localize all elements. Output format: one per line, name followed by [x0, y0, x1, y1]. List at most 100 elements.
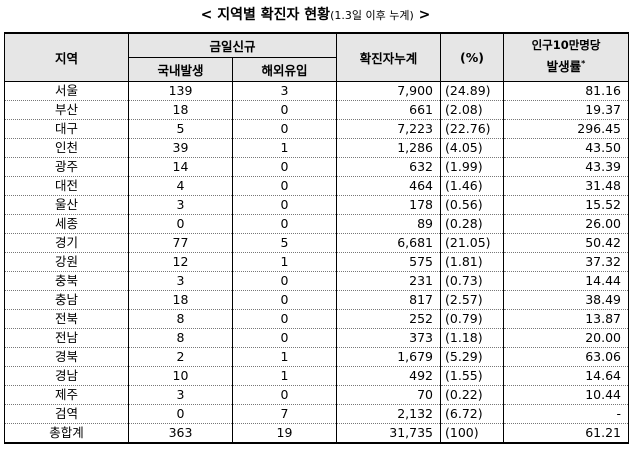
region-cell: 경기: [4, 233, 129, 253]
header-percent: (%): [440, 32, 505, 82]
header-region: 지역: [4, 32, 129, 82]
overseas-cell: 3: [231, 81, 338, 101]
rate-cell: 43.50: [503, 138, 630, 158]
domestic-cell: 12: [128, 252, 233, 272]
region-cell: 광주: [4, 157, 129, 177]
overseas-cell: 0: [231, 176, 338, 196]
overseas-cell: 0: [231, 290, 338, 310]
region-cell: 울산: [4, 195, 129, 215]
region-cell: 대구: [4, 119, 129, 139]
percent-cell: (0.79): [440, 309, 505, 329]
region-cell: 부산: [4, 100, 129, 120]
region-cell: 전남: [4, 328, 129, 348]
rate-cell: 50.42: [503, 233, 630, 253]
percent-cell: (1.55): [440, 366, 505, 386]
table-row: 충남 18 0 817 (2.57) 38.49: [4, 290, 630, 310]
header-rate-line2: 발생률: [546, 59, 582, 75]
overseas-cell: 1: [231, 347, 338, 367]
region-cell: 검역: [4, 404, 129, 424]
rate-cell: 37.32: [503, 252, 630, 272]
cumulative-cell: 70: [336, 385, 442, 405]
header-overseas: 해외유입: [231, 57, 338, 82]
overseas-cell: 1: [231, 366, 338, 386]
cumulative-cell: 464: [336, 176, 442, 196]
cumulative-cell: 252: [336, 309, 442, 329]
percent-cell: (4.05): [440, 138, 505, 158]
rate-cell: 10.44: [503, 385, 630, 405]
table-row: 인천 39 1 1,286 (4.05) 43.50: [4, 138, 630, 158]
domestic-cell: 77: [128, 233, 233, 253]
cumulative-cell: 7,900: [336, 81, 442, 101]
cumulative-cell: 1,679: [336, 347, 442, 367]
percent-cell: (2.08): [440, 100, 505, 120]
table-row: 전북 8 0 252 (0.79) 13.87: [4, 309, 630, 329]
rate-cell: 14.64: [503, 366, 630, 386]
regional-cases-table: 지역 금일신규 확진자누계 (%) 인구10만명당 발생률* 국내발생 해외유입…: [4, 32, 630, 444]
cumulative-cell: 492: [336, 366, 442, 386]
cumulative-cell: 575: [336, 252, 442, 272]
domestic-cell: 4: [128, 176, 233, 196]
domestic-cell: 18: [128, 290, 233, 310]
rate-cell: 81.16: [503, 81, 630, 101]
percent-cell: (24.89): [440, 81, 505, 101]
table-row: 제주 3 0 70 (0.22) 10.44: [4, 385, 630, 405]
percent-cell: (0.56): [440, 195, 505, 215]
domestic-cell: 0: [128, 404, 233, 424]
header-domestic: 국내발생: [128, 57, 233, 82]
percent-cell: (1.46): [440, 176, 505, 196]
overseas-cell: 0: [231, 100, 338, 120]
rate-cell: 13.87: [503, 309, 630, 329]
domestic-cell: 2: [128, 347, 233, 367]
overseas-cell: 19: [231, 423, 338, 444]
header-rate-mark: *: [581, 59, 586, 69]
overseas-cell: 0: [231, 309, 338, 329]
percent-cell: (0.73): [440, 271, 505, 291]
overseas-cell: 0: [231, 195, 338, 215]
header-rate-line1: 인구10만명당: [531, 38, 601, 53]
rate-cell: 14.44: [503, 271, 630, 291]
domestic-cell: 8: [128, 328, 233, 348]
rate-cell: -: [503, 404, 630, 424]
domestic-cell: 10: [128, 366, 233, 386]
cumulative-cell: 632: [336, 157, 442, 177]
cumulative-cell: 89: [336, 214, 442, 234]
cumulative-cell: 817: [336, 290, 442, 310]
table-row: 경남 10 1 492 (1.55) 14.64: [4, 366, 630, 386]
percent-cell: (21.05): [440, 233, 505, 253]
region-cell: 전북: [4, 309, 129, 329]
table-row: 울산 3 0 178 (0.56) 15.52: [4, 195, 630, 215]
header-rate-line2-wrap: 발생률*: [505, 54, 628, 77]
table-body: 서울 139 3 7,900 (24.89) 81.16 부산 18 0 661 (2.08) 19.…: [4, 81, 630, 444]
table-title-main: < 지역별 확진자 현황: [200, 7, 331, 23]
table-header: 지역 금일신규 확진자누계 (%) 인구10만명당 발생률* 국내발생 해외유입: [4, 32, 630, 82]
overseas-cell: 1: [231, 252, 338, 272]
overseas-cell: 0: [231, 328, 338, 348]
region-cell: 충남: [4, 290, 129, 310]
domestic-cell: 3: [128, 271, 233, 291]
region-cell: 총합계: [4, 423, 129, 444]
region-cell: 대전: [4, 176, 129, 196]
table-row: 대전 4 0 464 (1.46) 31.48: [4, 176, 630, 196]
percent-cell: (0.28): [440, 214, 505, 234]
table-row: 경북 2 1 1,679 (5.29) 63.06: [4, 347, 630, 367]
rate-cell: 15.52: [503, 195, 630, 215]
table-title-sub: (1.3일 이후 누계): [330, 9, 414, 22]
table-row: 서울 139 3 7,900 (24.89) 81.16: [4, 81, 630, 101]
percent-cell: (5.29): [440, 347, 505, 367]
rate-cell: 63.06: [503, 347, 630, 367]
domestic-cell: 363: [128, 423, 233, 444]
table-row: 강원 12 1 575 (1.81) 37.32: [4, 252, 630, 272]
table-title-end: >: [413, 7, 431, 23]
percent-cell: (6.72): [440, 404, 505, 424]
region-cell: 세종: [4, 214, 129, 234]
domestic-cell: 3: [128, 385, 233, 405]
cumulative-cell: 231: [336, 271, 442, 291]
table-row: 전남 8 0 373 (1.18) 20.00: [4, 328, 630, 348]
rate-cell: 296.45: [503, 119, 630, 139]
percent-cell: (1.99): [440, 157, 505, 177]
region-cell: 강원: [4, 252, 129, 272]
percent-cell: (100): [440, 423, 505, 444]
rate-cell: 61.21: [503, 423, 630, 444]
domestic-cell: 8: [128, 309, 233, 329]
domestic-cell: 14: [128, 157, 233, 177]
